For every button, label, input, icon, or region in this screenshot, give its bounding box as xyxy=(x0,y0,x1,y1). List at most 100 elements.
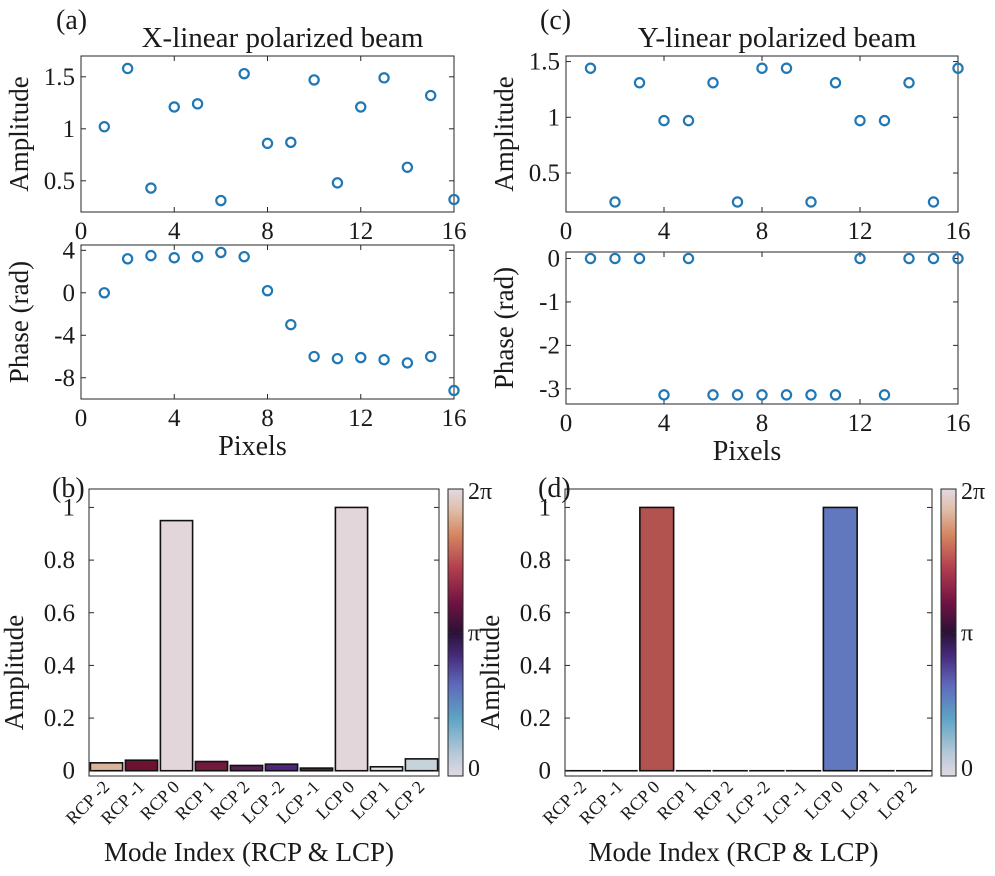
data-point xyxy=(658,114,670,127)
y-tick-label: -2 xyxy=(539,332,560,359)
data-point xyxy=(331,352,344,365)
y-tick-label: 1 xyxy=(63,116,76,143)
x-tick-label: 12 xyxy=(848,218,873,245)
bar xyxy=(124,759,159,772)
x-tick-label: 16 xyxy=(442,218,467,245)
data-point xyxy=(609,196,621,208)
y-tick-label: 0.8 xyxy=(44,547,75,574)
data-point xyxy=(308,74,320,86)
category-label: LCP 1 xyxy=(837,777,884,824)
data-point xyxy=(658,389,670,401)
a_amp-frame xyxy=(80,55,455,213)
x-tick-label: 12 xyxy=(348,218,373,245)
data-point xyxy=(168,252,180,264)
colorbar-label: π xyxy=(961,621,973,647)
data-point xyxy=(756,389,768,401)
y-tick-label: 0.4 xyxy=(44,652,76,679)
c_phase-frame xyxy=(565,251,959,405)
y-tick-label: 0.5 xyxy=(529,160,560,187)
chart-title: Y-linear polarized beam xyxy=(638,22,917,54)
data-point xyxy=(448,193,460,206)
y-tick-label: 0 xyxy=(63,280,76,307)
data-point xyxy=(707,77,719,89)
y-axis-label: Amplitude xyxy=(489,76,519,192)
a_phase-frame xyxy=(80,244,455,400)
data-point xyxy=(707,389,719,401)
data-point xyxy=(682,252,695,265)
x-tick-label: 16 xyxy=(946,410,971,437)
x-tick-label: 8 xyxy=(756,218,769,245)
data-point xyxy=(952,62,964,74)
data-point xyxy=(780,62,793,74)
x-tick-label: 12 xyxy=(848,410,873,437)
category-label: LCP 0 xyxy=(312,777,359,824)
data-point xyxy=(448,384,460,397)
data-point xyxy=(584,252,597,265)
y-tick-label: 1 xyxy=(539,494,552,521)
chart-title: X-linear polarized beam xyxy=(142,22,424,54)
data-point xyxy=(285,318,297,331)
data-point xyxy=(168,101,180,113)
category-label: RCP 0 xyxy=(616,777,663,824)
data-point xyxy=(952,252,964,265)
bar xyxy=(229,764,264,772)
data-point xyxy=(191,98,204,110)
y-tick-label: 0 xyxy=(539,758,552,785)
x-axis-label: Mode Index (RCP & LCP) xyxy=(104,837,394,867)
y-tick-label: 1.5 xyxy=(529,49,560,76)
panel-label: (a) xyxy=(56,5,87,36)
bar xyxy=(194,760,229,772)
data-point xyxy=(401,161,414,173)
d_bar-frame xyxy=(564,488,933,777)
data-point xyxy=(378,354,390,366)
data-point xyxy=(261,284,274,297)
category-label: RCP 1 xyxy=(653,777,700,824)
data-point xyxy=(903,252,915,265)
data-point xyxy=(805,196,817,208)
data-point xyxy=(191,250,204,263)
y-axis-label: Amplitude xyxy=(475,615,505,731)
bar xyxy=(369,765,404,772)
x-tick-label: 8 xyxy=(261,405,274,432)
x-tick-label: 4 xyxy=(168,218,181,245)
y-axis-label: Amplitude xyxy=(4,76,34,192)
data-point xyxy=(121,253,134,265)
data-point xyxy=(424,89,437,102)
category-label: LCP -1 xyxy=(760,777,811,828)
data-point xyxy=(829,77,842,89)
y-tick-label: 1 xyxy=(548,104,561,131)
data-point xyxy=(731,196,744,208)
bar xyxy=(264,763,299,772)
data-point xyxy=(98,121,111,133)
colorbar-label: 2π xyxy=(961,479,985,505)
y-tick-label: 0.5 xyxy=(44,168,75,195)
x-tick-label: 4 xyxy=(168,405,181,432)
bar xyxy=(159,519,194,772)
y-tick-label: 0.2 xyxy=(520,705,551,732)
data-point xyxy=(238,250,250,263)
x-tick-label: 16 xyxy=(946,218,971,245)
data-point xyxy=(308,350,320,363)
data-point xyxy=(805,389,817,401)
y-tick-label: 0.2 xyxy=(44,705,75,732)
data-point xyxy=(215,194,227,207)
data-point xyxy=(378,72,390,84)
category-label: LCP 0 xyxy=(801,777,848,824)
bar xyxy=(89,762,124,772)
colorbar-label: π xyxy=(468,621,480,647)
data-point xyxy=(331,177,344,189)
y-axis-label: Phase (rad) xyxy=(489,267,519,389)
y-tick-label: -4 xyxy=(54,322,75,349)
x-tick-label: 0 xyxy=(75,405,88,432)
y-tick-label: -3 xyxy=(539,376,560,403)
data-point xyxy=(261,137,274,150)
data-point xyxy=(285,136,297,149)
x-axis-label: Mode Index (RCP & LCP) xyxy=(589,837,879,867)
bar xyxy=(822,506,858,772)
panel-label: (c) xyxy=(540,5,571,36)
x-axis-label: Pixels xyxy=(713,436,781,467)
category-label: LCP 2 xyxy=(874,777,921,824)
data-point xyxy=(98,287,111,299)
